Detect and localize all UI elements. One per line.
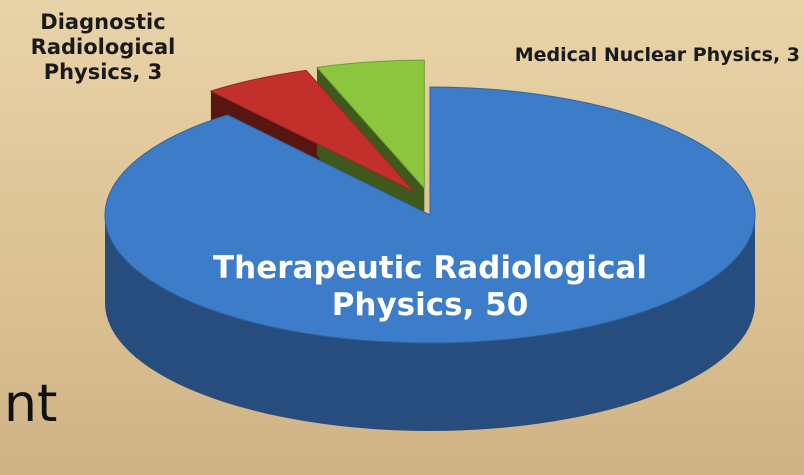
slide-text: nt <box>4 378 57 430</box>
data-label: Medical Nuclear Physics, 3 <box>430 44 800 67</box>
data-label: Therapeutic Radiological Physics, 50 <box>195 250 665 324</box>
slide: nt Therapeutic Radiological Physics, 50 D… <box>0 0 804 475</box>
data-label: Diagnostic Radiological Physics, 3 <box>8 10 198 86</box>
